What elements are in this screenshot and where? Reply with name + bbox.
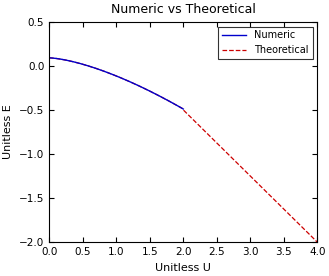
- X-axis label: Unitless U: Unitless U: [155, 263, 211, 273]
- Theoretical: [116, 75, 120, 78]
- Theoretical: [249, 175, 253, 179]
- Theoretical: [47, 56, 51, 60]
- Line: Theoretical: Theoretical: [49, 58, 317, 242]
- Numeric: [132, 82, 136, 85]
- Numeric: [144, 87, 148, 91]
- Numeric: [63, 58, 67, 62]
- Theoretical: [95, 67, 99, 70]
- Theoretical: [168, 100, 172, 104]
- Legend: Numeric, Theoretical: Numeric, Theoretical: [218, 26, 313, 59]
- Numeric: [100, 69, 104, 72]
- Numeric: [91, 66, 95, 69]
- Theoretical: [226, 153, 230, 156]
- Y-axis label: Unitless E: Unitless E: [3, 105, 13, 159]
- Theoretical: [205, 132, 209, 135]
- Line: Numeric: Numeric: [49, 58, 183, 109]
- Title: Numeric vs Theoretical: Numeric vs Theoretical: [111, 3, 256, 16]
- Numeric: [145, 88, 149, 91]
- Numeric: [181, 107, 185, 111]
- Numeric: [47, 56, 51, 60]
- Theoretical: [316, 241, 319, 244]
